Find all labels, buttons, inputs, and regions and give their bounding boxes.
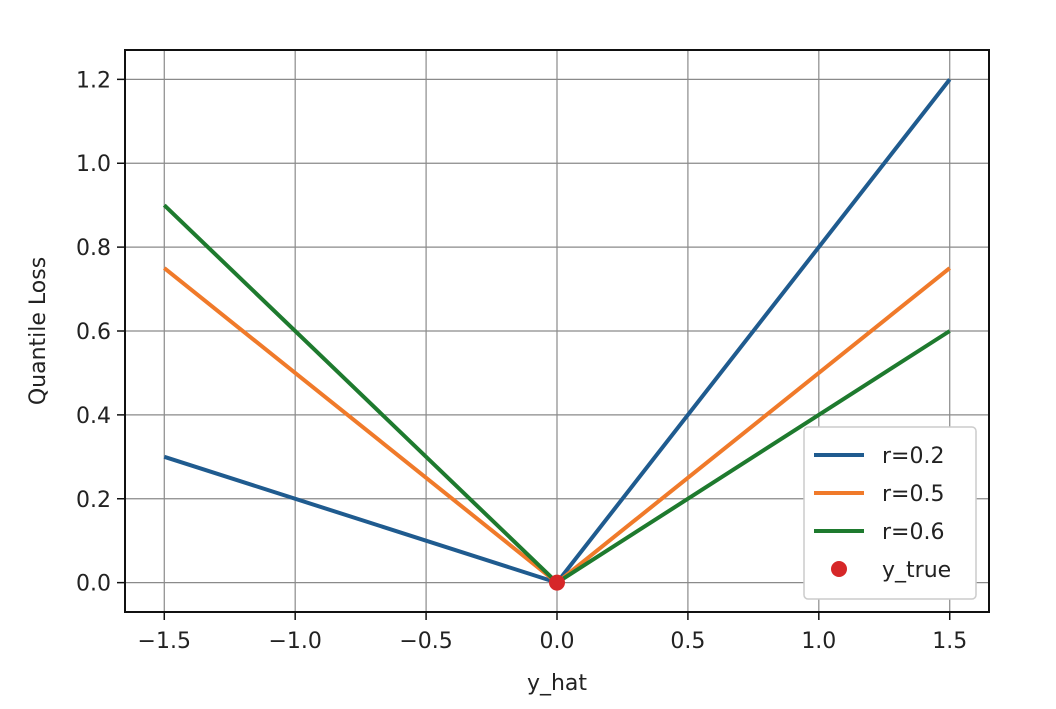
legend-label: r=0.6 [882, 520, 944, 545]
legend-box [803, 426, 977, 600]
x-tick-label: 1.0 [801, 629, 836, 654]
y-tick-label: 0.2 [76, 488, 111, 513]
y-tick-label: 0.6 [76, 320, 111, 345]
x-tick-label: −1.0 [268, 629, 321, 654]
x-tick-label: 0.0 [540, 629, 575, 654]
legend-label: y_true [882, 558, 951, 583]
y-tick-label: 0.0 [76, 572, 111, 597]
scatter-points [549, 574, 565, 591]
y-axis-label: Quantile Loss [26, 257, 51, 405]
x-tick-label: 1.5 [932, 629, 967, 654]
axis-ticks: −1.5 −1.0 −0.5 0.0 0.5 1.0 1.5 0.0 0.2 0.4 0.6 0.8 1… [76, 68, 967, 654]
x-axis-label: y_hat [527, 671, 587, 696]
x-tick-label: −0.5 [399, 629, 452, 654]
legend-label: r=0.2 [882, 444, 944, 469]
grid [125, 50, 989, 612]
y-true-point [549, 574, 565, 591]
y-tick-label: 0.8 [76, 236, 111, 261]
legend-swatch-point [831, 561, 847, 577]
y-tick-label: 1.2 [76, 68, 111, 93]
y-tick-label: 0.4 [76, 404, 111, 429]
y-tick-label: 1.0 [76, 152, 111, 177]
x-tick-label: 0.5 [670, 629, 705, 654]
legend: r=0.2 r=0.5 r=0.6 y_true [803, 426, 977, 600]
legend-label: r=0.5 [882, 482, 944, 507]
x-tick-label: −1.5 [138, 629, 191, 654]
